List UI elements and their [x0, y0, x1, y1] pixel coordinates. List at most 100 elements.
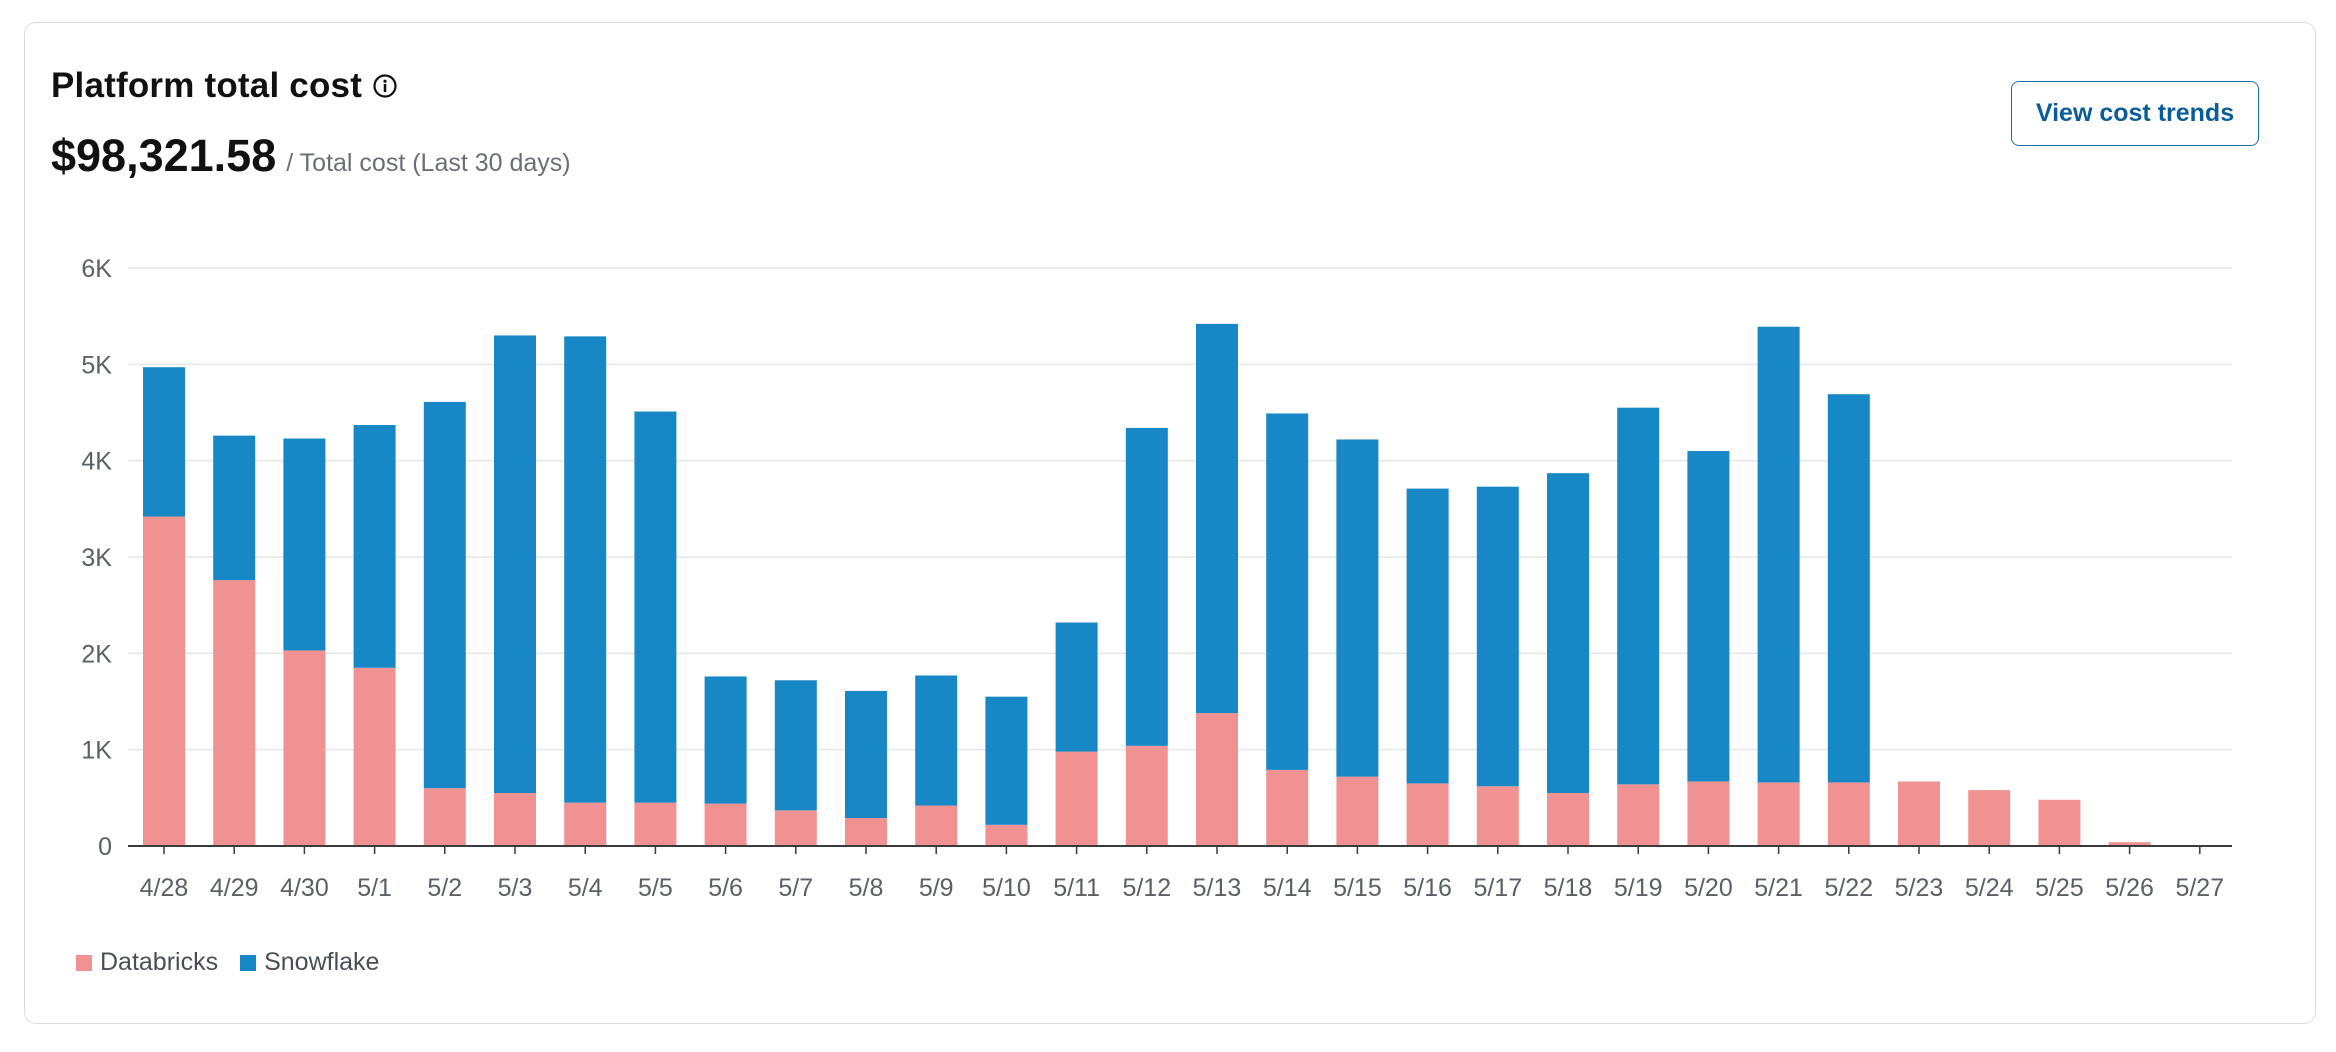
- x-tick-label: 5/19: [1614, 874, 1663, 902]
- bar-snowflake: [494, 335, 536, 794]
- total-caption: / Total cost (Last 30 days): [286, 149, 571, 177]
- bar-databricks: [1266, 769, 1309, 846]
- view-cost-trends-button[interactable]: View cost trends: [2011, 81, 2259, 146]
- x-tick-label: 5/10: [982, 874, 1031, 902]
- x-tick-label: 5/13: [1193, 874, 1242, 902]
- x-tick-label: 5/5: [638, 874, 673, 902]
- bar-snowflake: [1687, 451, 1730, 782]
- x-tick-label: 5/14: [1263, 874, 1312, 902]
- bar-snowflake: [1547, 473, 1589, 794]
- bar-databricks: [1898, 781, 1940, 846]
- x-tick-label: 5/7: [778, 874, 813, 902]
- bar-snowflake: [283, 438, 326, 651]
- legend-item-snowflake[interactable]: Snowflake: [240, 948, 379, 977]
- bar-databricks: [1547, 793, 1589, 846]
- legend-swatch-databricks: [76, 954, 92, 971]
- stacked-bar-chart: 0 1K 2K 3K 4K 5K 6K 4/28 4/29 4/30 5/1 5/2 5/3 5/4 5/5…: [81, 255, 2232, 902]
- bar-databricks: [1757, 782, 1800, 846]
- x-tick-label: 5/17: [1473, 874, 1522, 902]
- bar-databricks: [1476, 786, 1519, 846]
- bar-snowflake: [353, 425, 396, 668]
- bar-snowflake: [1266, 413, 1309, 770]
- cost-card: [24, 22, 2316, 1024]
- x-tick-label: 5/25: [2035, 874, 2084, 902]
- total-amount: $98,321.58: [51, 130, 277, 181]
- x-tick-label: 5/20: [1684, 874, 1733, 902]
- x-tick-label: 4/28: [140, 874, 189, 902]
- x-tick-label: 5/6: [708, 874, 743, 902]
- legend-label-snowflake: Snowflake: [264, 948, 380, 976]
- bar-snowflake: [1617, 407, 1660, 785]
- bar-databricks: [1968, 790, 2011, 846]
- bar-databricks: [283, 650, 326, 846]
- x-tick-label: 5/18: [1544, 874, 1593, 902]
- info-circle-icon[interactable]: [372, 73, 398, 99]
- y-tick-label: 1K: [81, 737, 112, 765]
- bar-databricks: [1406, 783, 1449, 846]
- x-tick-label: 5/21: [1754, 874, 1803, 902]
- bar-snowflake: [1336, 439, 1379, 777]
- bar-databricks: [564, 802, 607, 846]
- x-tick-label: 4/29: [210, 874, 259, 902]
- bar-databricks: [1055, 751, 1098, 846]
- x-tick-label: 5/12: [1122, 874, 1171, 902]
- bar-databricks: [2108, 842, 2151, 846]
- bar-databricks: [143, 516, 185, 846]
- bar-snowflake: [985, 696, 1028, 825]
- bar-databricks: [774, 810, 817, 846]
- x-tick-label: 5/26: [2105, 874, 2154, 902]
- x-tick-label: 5/3: [498, 874, 533, 902]
- bar-databricks: [1827, 782, 1870, 846]
- bar-databricks: [1196, 713, 1238, 846]
- bar-snowflake: [213, 435, 256, 581]
- bar-databricks: [1336, 776, 1379, 846]
- bar-databricks: [1617, 784, 1660, 846]
- bar-databricks: [845, 818, 887, 846]
- bar-databricks: [1125, 745, 1168, 846]
- y-tick-label: 2K: [81, 640, 112, 668]
- bar-snowflake: [143, 367, 185, 517]
- x-tick-label: 5/11: [1053, 874, 1100, 902]
- bar-snowflake: [774, 680, 817, 811]
- bar-databricks: [213, 580, 256, 846]
- x-tick-label: 5/2: [427, 874, 462, 902]
- title-row: Platform total cost: [51, 66, 398, 106]
- legend-swatch-snowflake: [240, 954, 257, 971]
- bar-snowflake: [1827, 394, 1870, 783]
- bar-snowflake: [1196, 323, 1238, 714]
- bar-snowflake: [1055, 622, 1098, 752]
- x-tick-label: 5/1: [357, 874, 392, 902]
- bar-databricks: [494, 793, 536, 846]
- bar-snowflake: [423, 401, 466, 789]
- bar-databricks: [2038, 799, 2081, 846]
- x-tick-label: 5/8: [849, 874, 884, 902]
- y-tick-label: 0: [98, 833, 112, 861]
- x-tick-label: 5/16: [1403, 874, 1452, 902]
- x-tick-label: 5/24: [1965, 874, 2014, 902]
- total-row: $98,321.58 / Total cost (Last 30 days): [51, 130, 571, 182]
- legend-label-databricks: Databricks: [100, 948, 219, 976]
- bar-databricks: [634, 802, 677, 846]
- bar-snowflake: [845, 690, 887, 819]
- x-tick-label: 4/30: [280, 874, 329, 902]
- x-tick-label: 5/22: [1824, 874, 1873, 902]
- y-tick-label: 6K: [81, 255, 112, 283]
- x-tick-label: 5/27: [2175, 874, 2224, 902]
- bar-databricks: [353, 667, 396, 846]
- bar-snowflake: [704, 676, 747, 804]
- bar-snowflake: [564, 336, 607, 803]
- page-title: Platform total cost: [51, 66, 363, 105]
- bar-databricks: [1687, 781, 1730, 846]
- legend: Databricks Snowflake: [76, 948, 401, 977]
- legend-item-databricks[interactable]: Databricks: [76, 948, 218, 977]
- x-tick-label: 5/9: [919, 874, 954, 902]
- bar-databricks: [423, 788, 466, 846]
- x-tick-label: 5/23: [1895, 874, 1944, 902]
- bar-snowflake: [1476, 486, 1519, 787]
- x-tick-label: 5/15: [1333, 874, 1382, 902]
- y-tick-label: 4K: [81, 448, 112, 476]
- bar-databricks: [985, 824, 1028, 846]
- y-tick-label: 5K: [81, 351, 112, 379]
- bar-snowflake: [1757, 326, 1800, 783]
- x-tick-label: 5/4: [568, 874, 603, 902]
